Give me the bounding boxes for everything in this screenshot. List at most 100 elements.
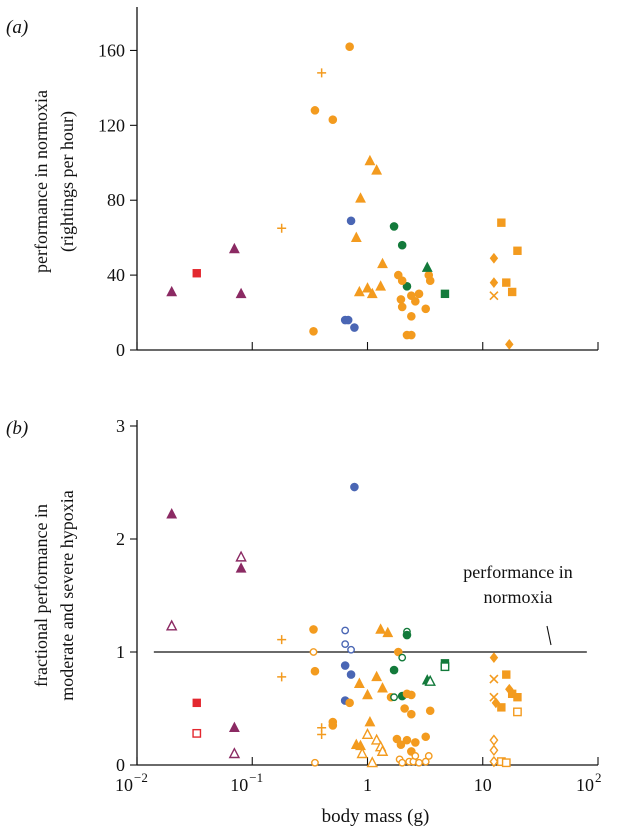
circle-point — [389, 665, 399, 675]
triangle-point — [362, 688, 373, 700]
circle-point — [407, 330, 416, 340]
square-point — [513, 246, 522, 255]
hollow-circle-point — [398, 653, 407, 662]
triangle-point — [350, 231, 362, 242]
hollow-circle-point — [415, 758, 423, 767]
circle-point — [421, 732, 431, 742]
hollow-triangle-point — [356, 747, 368, 759]
hollow-triangle-point — [366, 756, 379, 768]
hollow-square-point — [501, 758, 511, 768]
circle-point — [328, 115, 338, 125]
hollow-square-point — [513, 707, 522, 717]
y-tick-label: 40 — [107, 265, 125, 285]
hollow-circle-point — [390, 693, 398, 702]
diamond-point — [505, 338, 514, 350]
circle-point — [350, 323, 359, 332]
square-point — [192, 269, 201, 278]
panel-label: (b) — [6, 418, 28, 439]
panel-a: (a) 0 40 80 120 160 performance in normoxia (ri… — [6, 7, 599, 360]
y-axis-label: moderate and severe hypoxia — [57, 490, 77, 700]
hollow-triangle-point — [370, 733, 383, 745]
triangle-point — [235, 287, 247, 299]
triangle-point — [375, 280, 387, 291]
diamond-point — [489, 652, 499, 664]
square-point — [513, 693, 522, 702]
circle-point — [345, 698, 354, 708]
plus-point — [277, 635, 287, 645]
hollow-diamond-point — [489, 755, 499, 768]
y-axis-label: fractional performance in — [31, 504, 51, 687]
circle-point — [407, 709, 416, 719]
square-point — [192, 698, 201, 708]
circle-point — [414, 289, 424, 299]
hollow-square-point — [440, 662, 450, 672]
x-tick-label-exponent: −1 — [249, 770, 263, 785]
circle-point — [350, 482, 359, 492]
circle-point — [310, 666, 320, 676]
hollow-square-point — [192, 728, 202, 738]
diamond-point — [489, 277, 499, 289]
cross-point — [489, 674, 499, 684]
circle-point — [397, 240, 407, 250]
hollow-circle-point — [309, 648, 318, 656]
panel-b: (b) 0 1 2 3 fractional performance in moderate… — [6, 416, 602, 827]
circle-point — [328, 721, 338, 730]
y-tick-label: 120 — [98, 115, 125, 135]
x-tick-label: 10 −2 — [115, 770, 148, 795]
triangle-point — [362, 282, 373, 293]
x-tick-label-base: 10 — [576, 775, 594, 795]
circle-point — [340, 661, 350, 670]
reference-label-pointer — [546, 625, 552, 646]
x-tick-label: 10 −1 — [230, 770, 263, 795]
hollow-circle-point — [311, 758, 319, 767]
y-tick-label: 80 — [107, 190, 125, 210]
hollow-circle-point — [424, 752, 433, 760]
triangle-point — [382, 626, 394, 638]
hollow-diamond-point — [489, 734, 499, 746]
triangle-point — [421, 261, 433, 272]
triangle-point — [371, 670, 383, 682]
y-tick-label: 0 — [116, 340, 125, 360]
circle-point — [393, 647, 403, 657]
circle-point — [407, 312, 416, 321]
reference-line-label: performance in — [463, 562, 572, 582]
hollow-circle-point — [347, 645, 355, 654]
triangle-point — [228, 242, 240, 254]
circle-point — [411, 297, 420, 306]
triangle-point — [375, 623, 387, 634]
hollow-triangle-point — [235, 550, 247, 562]
triangle-point — [235, 562, 247, 573]
plus-point — [277, 223, 287, 233]
hollow-circle-point — [341, 626, 350, 635]
circle-point — [309, 326, 318, 336]
x-tick-label: 10 2 — [576, 770, 602, 795]
circle-point — [309, 625, 318, 634]
square-point — [507, 287, 517, 297]
triangle-point — [371, 164, 383, 175]
x-tick-label-base: 10 — [115, 775, 133, 795]
triangle-point — [377, 257, 388, 269]
cross-point — [489, 291, 499, 301]
triangle-point — [366, 287, 378, 299]
circle-point — [402, 735, 412, 745]
circle-point — [411, 738, 420, 747]
circle-point — [425, 706, 435, 716]
panel-label: (a) — [6, 17, 28, 38]
triangle-point — [355, 192, 366, 203]
hollow-diamond-point — [489, 744, 499, 757]
y-tick-label: 2 — [116, 529, 125, 549]
triangle-point — [353, 677, 365, 688]
circle-point — [389, 222, 399, 231]
circle-point — [346, 670, 356, 679]
triangle-point — [355, 739, 366, 751]
circle-point — [397, 302, 407, 312]
x-tick-label-exponent: −2 — [134, 770, 148, 785]
square-point — [502, 670, 511, 679]
hollow-triangle-point — [165, 619, 178, 631]
triangle-point — [353, 285, 365, 297]
circle-point — [346, 216, 356, 226]
hollow-triangle-point — [228, 747, 241, 759]
hollow-circle-point — [398, 758, 407, 767]
circle-point — [396, 740, 406, 749]
